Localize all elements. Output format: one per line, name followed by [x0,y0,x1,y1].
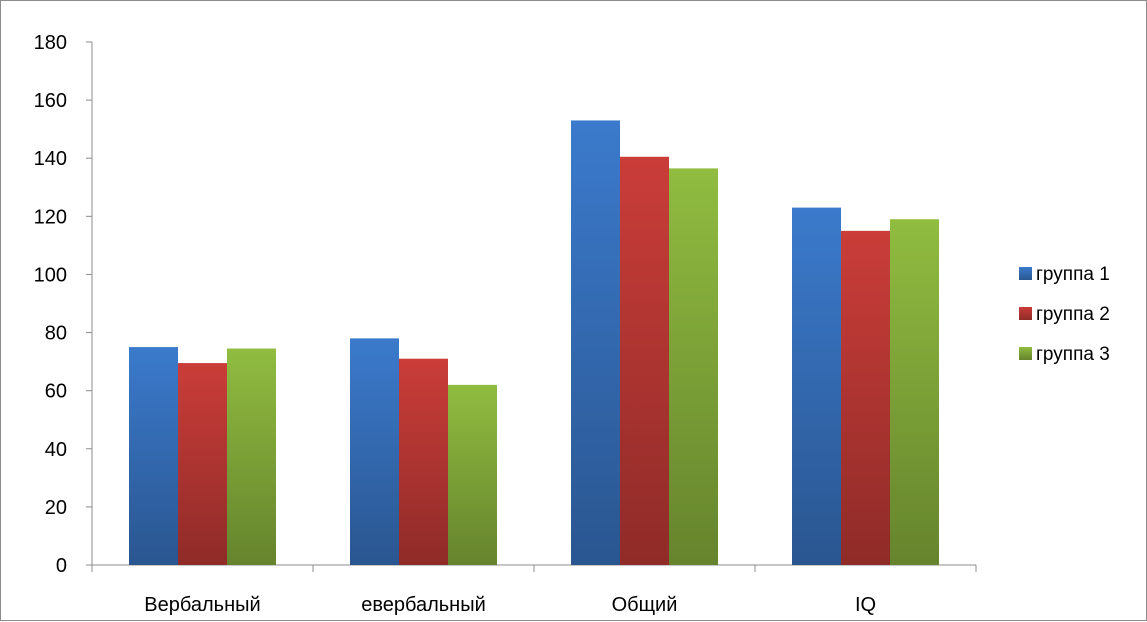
y-tick-label: 80 [45,323,67,345]
bar-series-3-4 [890,219,939,565]
bar-series-2-1 [178,363,227,565]
bar-series-3-2 [448,384,497,565]
bars [129,120,939,565]
y-tick-label: 40 [45,439,67,461]
bar-series-1-1 [129,347,178,565]
bar-series-2-4 [841,230,890,565]
x-category-label: IQ [855,594,876,616]
bar-series-2-3 [620,156,669,565]
x-axis: Вербальный евербальный Общий IQ [91,564,977,616]
bar-series-3-1 [227,348,276,565]
x-category-label: Общий [612,594,678,616]
bar-series-1-3 [571,120,620,565]
y-tick-label: 140 [34,148,67,170]
y-tick-label: 0 [56,555,67,577]
bar-series-1-2 [350,338,399,565]
legend: группа 1 группа 2 группа 3 [1019,264,1110,365]
legend-label: группа 3 [1036,344,1110,365]
y-tick-label: 120 [34,206,67,228]
y-tick-label: 100 [34,264,67,286]
bar-series-3-3 [669,168,718,565]
legend-swatch [1019,307,1032,320]
y-tick-label: 60 [45,381,67,403]
legend-swatch [1019,347,1032,360]
x-category-label: Вербальный [144,594,260,616]
y-tick-label: 180 [34,32,67,54]
y-axis: 0 20 40 60 80 100 120 140 160 180 [34,32,93,577]
legend-swatch [1019,267,1032,280]
x-category-label: евербальный [361,594,486,616]
bar-series-1-4 [792,207,841,565]
legend-label: группа 1 [1036,264,1110,285]
y-tick-label: 20 [45,497,67,519]
bar-series-2-2 [399,358,448,565]
legend-label: группа 2 [1036,304,1110,325]
y-tick-label: 160 [34,90,67,112]
